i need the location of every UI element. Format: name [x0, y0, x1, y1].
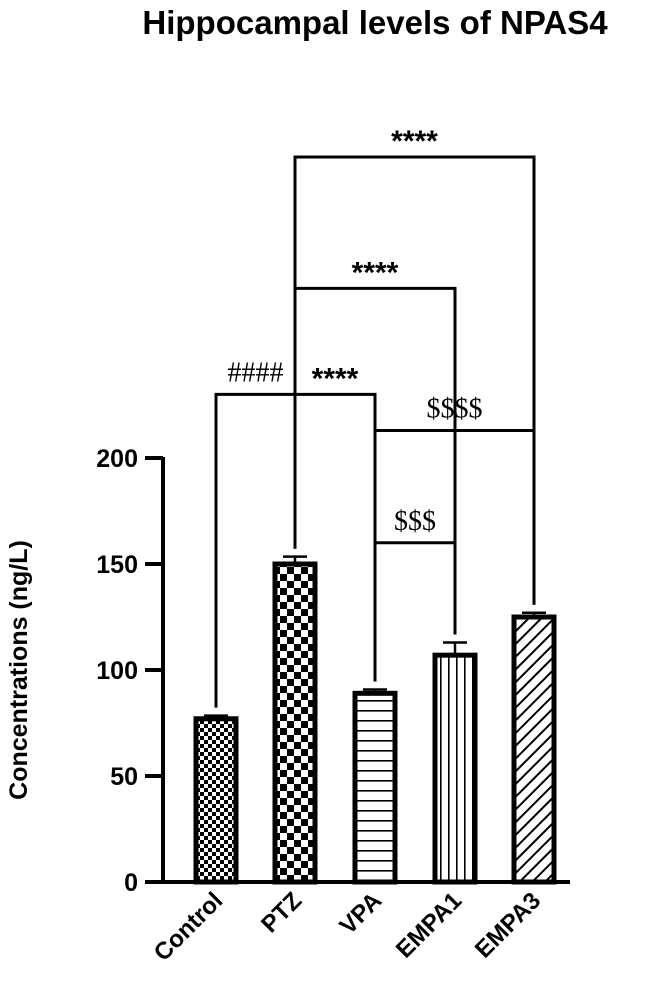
bar-vpa — [352, 690, 398, 885]
bar-empa1 — [432, 652, 478, 885]
y-tick-label: 150 — [96, 551, 138, 579]
significance-bracket: $$$ — [373, 506, 457, 682]
category-label: Control — [149, 887, 228, 966]
significance-label: **** — [312, 362, 359, 395]
significance-label: $$$$ — [427, 393, 483, 424]
error-bar — [443, 641, 467, 656]
y-tick-label: 0 — [124, 869, 138, 897]
category-label: EMPA1 — [391, 887, 467, 963]
chart-title: Hippocampal levels of NPAS4 — [142, 4, 608, 41]
bar-control — [193, 716, 239, 885]
error-bar — [283, 555, 307, 564]
y-tick-label: 100 — [96, 657, 138, 685]
significance-label: **** — [352, 256, 399, 289]
significance-label: **** — [391, 125, 438, 158]
y-tick-label: 50 — [110, 763, 138, 791]
significance-label: $$$ — [394, 506, 436, 537]
error-bar — [522, 611, 546, 617]
y-tick-label: 200 — [96, 445, 138, 473]
significance-label: #### — [228, 357, 284, 388]
bar-ptz — [272, 561, 318, 885]
bar-empa3 — [511, 614, 557, 885]
significance-bracket: **** — [293, 125, 536, 605]
error-bars — [204, 555, 546, 719]
error-bar — [204, 714, 228, 719]
error-bar — [363, 688, 387, 694]
significance-brackets: #### ************$$$$$$$ — [214, 125, 536, 708]
category-label: PTZ — [256, 887, 307, 938]
category-labels: Control PTZ VPA EMPA1 EMPA3 — [149, 887, 546, 966]
y-axis-label: Concentrations (ng/L) — [5, 540, 33, 800]
category-label: VPA — [335, 887, 388, 940]
bars — [193, 561, 557, 885]
category-label: EMPA3 — [470, 887, 546, 963]
y-axis-ticks: 0 50 100 150 200 — [96, 445, 163, 897]
